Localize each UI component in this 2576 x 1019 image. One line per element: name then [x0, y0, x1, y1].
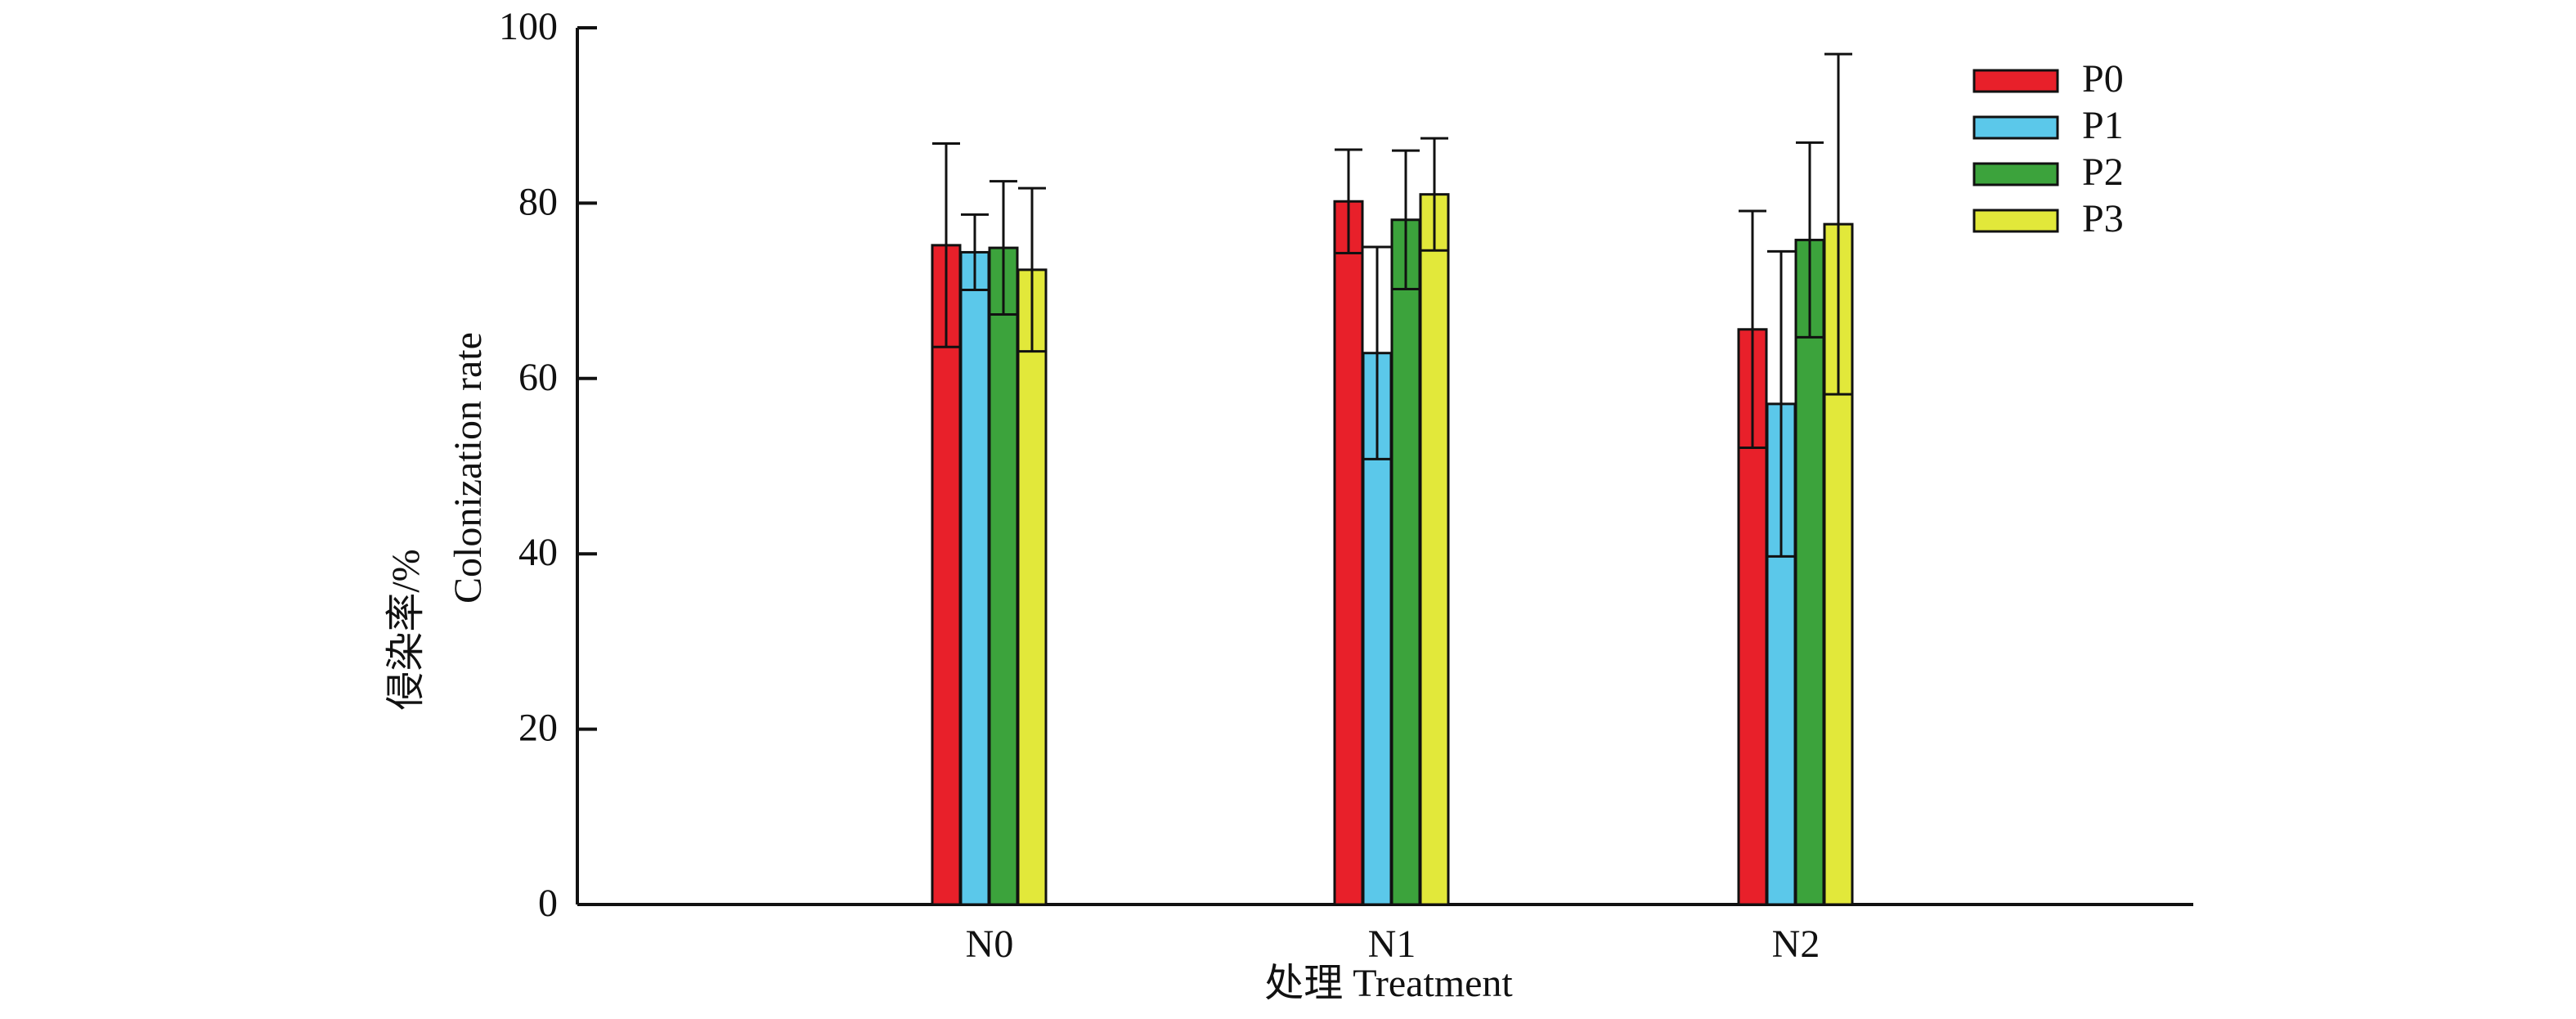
bars [931, 193, 1854, 906]
y-axis-title-chinese: 侵染率/% [384, 549, 428, 710]
bar-n1-p0 [1333, 200, 1364, 906]
legend-label-p2: P2 [2082, 150, 2124, 194]
bar-n0-p3 [1016, 268, 1048, 906]
x-tick-label-n0: N0 [966, 922, 1014, 966]
legend-swatch-p3 [1972, 209, 2059, 233]
legend-label-p0: P0 [2082, 57, 2124, 101]
y-tick-label-20: 20 [518, 707, 558, 750]
y-axis-title-english: Colonization rate [447, 332, 490, 604]
bar-n0-p0 [931, 244, 962, 906]
legend-swatch-p2 [1972, 162, 2059, 186]
x-tick-label-n1: N1 [1368, 922, 1416, 966]
y-tick-label-0: 0 [538, 882, 558, 925]
legend-swatch-p1 [1972, 115, 2059, 140]
error-bars [932, 52, 1852, 558]
bar-n2-p2 [1794, 238, 1825, 906]
bar-n0-p1 [959, 250, 990, 906]
x-tick-label-n2: N2 [1772, 922, 1820, 966]
x-axis-title: 处理 Treatment [1264, 962, 1513, 1005]
y-tick-label-80: 80 [518, 180, 558, 223]
bar-n1-p2 [1390, 218, 1421, 906]
y-tick-label-40: 40 [518, 531, 558, 574]
labels: 0 20 40 60 80 100 N0 N1 N2 [499, 5, 1820, 966]
bar-n0-p2 [988, 246, 1019, 906]
bar-n1-p3 [1419, 193, 1450, 906]
y-tick-label-100: 100 [499, 5, 558, 48]
legend-label-p1: P1 [2082, 104, 2124, 147]
legend-label-p3: P3 [2082, 197, 2124, 240]
legend-swatch-p0 [1972, 69, 2059, 93]
y-tick-label-60: 60 [518, 356, 558, 399]
